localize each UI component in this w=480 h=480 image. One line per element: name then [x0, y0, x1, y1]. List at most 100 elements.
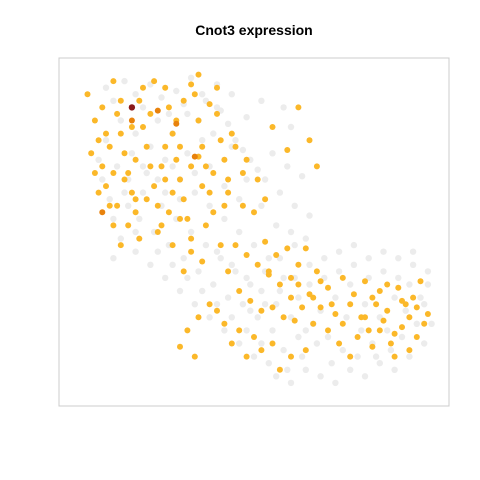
data-point-expressing [106, 143, 113, 150]
data-point-expressing [313, 268, 320, 275]
data-point-background [184, 150, 191, 157]
data-point-background [343, 314, 350, 321]
data-point-background [402, 307, 409, 314]
data-point-expressing [354, 334, 361, 340]
data-point-background [417, 294, 424, 301]
data-point-background [298, 353, 306, 360]
data-point-expressing [306, 137, 313, 144]
data-point-background [165, 110, 173, 118]
data-point-expressing [110, 78, 117, 85]
data-point-background [361, 301, 369, 308]
data-point-expressing [332, 311, 339, 317]
data-point-expressing [169, 189, 176, 196]
data-point-expressing [347, 301, 354, 308]
data-point-expressing [225, 189, 232, 196]
data-point-background [372, 353, 380, 360]
data-point-background [276, 287, 284, 295]
data-point-expressing [214, 84, 220, 91]
data-point-background [250, 241, 258, 249]
data-point-expressing [369, 294, 376, 301]
data-point-background [191, 169, 198, 177]
data-point-expressing [195, 314, 202, 321]
data-point-expressing [114, 110, 121, 117]
data-point-background [398, 333, 406, 341]
data-point-background [376, 360, 383, 367]
data-point-expressing [258, 307, 265, 314]
data-point-background [184, 110, 191, 118]
data-point-expressing [325, 284, 331, 291]
data-point-expressing [225, 176, 232, 183]
data-point-expressing [110, 170, 117, 176]
data-point-background [302, 327, 309, 334]
data-point-expressing [151, 78, 158, 85]
data-point-expressing [117, 242, 124, 249]
data-point-background [335, 248, 343, 255]
data-point-expressing [365, 327, 372, 334]
data-point-background [384, 327, 391, 334]
data-point-background [243, 114, 250, 121]
data-point-background [95, 156, 102, 163]
data-point-expressing [103, 183, 109, 190]
data-point-background [132, 248, 139, 255]
data-point-background [187, 74, 195, 82]
data-point-expressing [84, 91, 91, 98]
data-point-background [162, 274, 169, 282]
data-point-expressing [162, 143, 169, 150]
data-point-background [254, 166, 261, 173]
data-point-expressing [424, 311, 431, 317]
data-point-expressing [295, 281, 302, 288]
data-point-expressing [177, 143, 183, 150]
data-point-background [335, 268, 343, 275]
data-point-background [247, 307, 254, 314]
data-point-expressing [180, 97, 187, 104]
data-point-background [213, 301, 221, 308]
data-point-expressing [214, 110, 220, 117]
data-point-expressing [136, 97, 143, 104]
data-point-expressing [265, 268, 272, 275]
data-point-background [269, 150, 276, 157]
data-point-background [243, 176, 250, 183]
data-point-expressing [210, 209, 217, 216]
data-point-expressing [158, 222, 165, 229]
data-point-expressing [299, 304, 306, 311]
data-point-background [102, 137, 110, 144]
data-point-background [132, 130, 139, 137]
data-point-expressing [99, 163, 106, 170]
data-point-expressing [243, 156, 250, 163]
data-point-background [284, 163, 291, 170]
data-point-background [258, 340, 265, 347]
data-point-background [169, 261, 176, 268]
data-point-expressing [221, 202, 228, 209]
data-point-expressing [243, 353, 250, 360]
data-point-expressing [317, 278, 324, 285]
data-point-expressing [391, 353, 398, 360]
data-point-background [247, 281, 254, 288]
data-point-background [173, 87, 180, 95]
data-point-background [162, 189, 169, 196]
data-point-expressing [317, 304, 324, 311]
data-point-expressing [284, 147, 291, 153]
data-point-background [110, 97, 117, 105]
data-point-expressing [158, 163, 165, 170]
data-point-expressing [376, 288, 383, 294]
data-point-expressing [243, 252, 250, 258]
data-point-expressing [273, 252, 280, 258]
data-point-background [187, 228, 195, 236]
data-point-background [287, 379, 295, 387]
data-point-expressing [384, 281, 391, 288]
data-point-expressing [288, 294, 294, 301]
data-point-expressing [232, 143, 239, 150]
data-point-expressing [232, 242, 239, 249]
data-point-expressing [132, 196, 139, 203]
data-point-expressing [269, 340, 276, 347]
data-point-expressing [247, 297, 254, 304]
data-point-expressing [169, 130, 176, 137]
data-point-expressing [217, 137, 224, 144]
data-point-background [139, 189, 147, 196]
data-point-background [321, 255, 328, 262]
data-point-expressing [391, 330, 398, 337]
data-point-background [121, 77, 128, 85]
data-point-background [354, 353, 361, 360]
data-point-background [154, 176, 161, 183]
data-point-background [424, 281, 432, 288]
